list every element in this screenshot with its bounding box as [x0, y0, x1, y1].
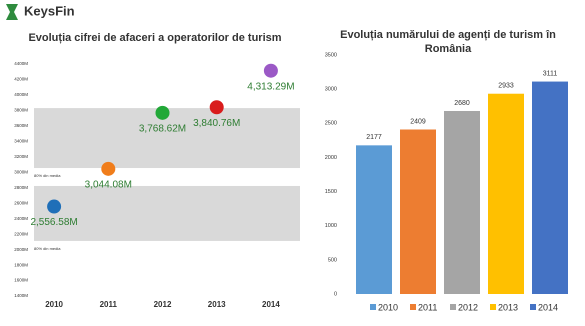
y-tick-label: 4200M	[14, 77, 28, 82]
dot	[209, 100, 224, 115]
y-tick-label: 3200M	[14, 154, 28, 159]
x-tick-label: 2012	[154, 300, 172, 309]
chart-title: Evoluția cifrei de afaceri a operatorilo…	[28, 32, 281, 44]
value-label: 2933	[498, 83, 514, 90]
value-label: 2680	[454, 100, 470, 107]
y-tick-label: 1500	[325, 189, 337, 195]
dot	[47, 199, 62, 214]
bar	[532, 81, 568, 294]
value-label: 3,840.76M	[193, 118, 240, 129]
legend-swatch	[450, 304, 456, 310]
value-label: 3,044.08M	[85, 179, 132, 190]
x-tick-label: 2010	[45, 300, 63, 309]
dot	[101, 161, 116, 176]
legend-swatch	[410, 304, 416, 310]
legend-swatch	[490, 304, 496, 310]
y-tick-label: 3400M	[14, 139, 28, 144]
y-tick-label: 2000M	[14, 247, 28, 252]
y-tick-label: 0	[334, 291, 337, 297]
x-tick-label: 2014	[262, 300, 280, 309]
y-tick-label: 1800M	[14, 262, 28, 267]
legend-label: 2014	[538, 302, 558, 312]
chart-title: Evoluția numărului de agenți de turism î…	[340, 29, 556, 41]
y-tick-label: 500	[328, 257, 337, 263]
value-label: 3,768.62M	[139, 123, 186, 134]
x-tick-label: 2011	[100, 300, 118, 309]
legend-label: 2010	[378, 302, 398, 312]
value-label: 2409	[410, 118, 426, 125]
y-tick-label: 1400M	[14, 293, 28, 298]
value-label: 2,556.58M	[30, 217, 77, 228]
value-label: 2177	[366, 134, 382, 141]
dot	[263, 63, 278, 78]
bar	[400, 129, 436, 294]
y-tick-label: 1000	[325, 223, 337, 229]
y-tick-label: 2000	[325, 155, 337, 161]
dot	[155, 105, 170, 120]
y-tick-label: 3000	[325, 87, 337, 93]
legend-label: 2013	[498, 302, 518, 312]
y-tick-label: 3000M	[14, 169, 28, 174]
band-label: 80% din media	[34, 173, 61, 178]
band-label: 80% din media	[34, 246, 61, 251]
y-tick-label: 4000M	[14, 92, 28, 97]
legend-swatch	[370, 304, 376, 310]
y-tick-label: 2400M	[14, 216, 28, 221]
logo-icon	[6, 4, 18, 20]
logo: KeysFin	[24, 3, 75, 18]
x-tick-label: 2013	[208, 300, 226, 309]
y-tick-label: 2600M	[14, 200, 28, 205]
y-tick-label: 2500	[325, 121, 337, 127]
value-label: 4,313.29M	[247, 81, 294, 92]
legend-swatch	[530, 304, 536, 310]
value-label: 3111	[543, 70, 558, 77]
band	[34, 185, 300, 241]
y-tick-label: 3500	[325, 52, 337, 58]
bar	[356, 145, 392, 294]
legend-label: 2011	[418, 302, 437, 312]
y-tick-label: 3800M	[14, 108, 28, 113]
y-tick-label: 1600M	[14, 278, 28, 283]
bar	[444, 110, 480, 294]
chart-title: România	[425, 43, 472, 55]
y-tick-label: 2200M	[14, 231, 28, 236]
y-tick-label: 3600M	[14, 123, 28, 128]
legend-label: 2012	[458, 302, 478, 312]
bar	[488, 93, 524, 294]
y-tick-label: 4400M	[14, 61, 28, 66]
y-tick-label: 2800M	[14, 185, 28, 190]
